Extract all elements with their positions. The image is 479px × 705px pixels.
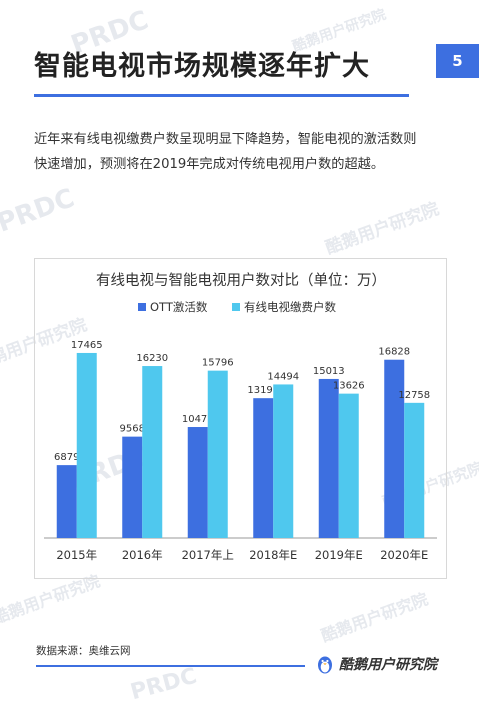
bar-0-1 <box>122 436 143 538</box>
watermark-brand-right: 酷鹅用户研究院 <box>323 199 442 259</box>
bar-1-1 <box>142 366 163 538</box>
x-tick-label-5: 2020年E <box>380 548 428 562</box>
data-label-1-4: 13626 <box>333 381 365 392</box>
bar-1-3 <box>273 384 294 538</box>
chart-frame <box>34 258 447 579</box>
bar-1-2 <box>207 370 228 538</box>
data-label-1-2: 15796 <box>202 358 234 369</box>
watermark-prdc-bottom: PRDC <box>127 663 200 705</box>
bar-0-0 <box>56 465 77 538</box>
watermark-prdc-left: PRDC <box>0 183 79 239</box>
data-label-1-0: 17465 <box>71 340 103 351</box>
bar-chart: 有线电视与智能电视用户数对比（单位：万） OTT激活数 有线电视缴费户数 6879 17… <box>44 272 437 562</box>
data-label-1-1: 16230 <box>136 353 168 364</box>
bar-1-4 <box>338 393 359 538</box>
x-tick-label-3: 2018年E <box>249 548 297 562</box>
bar-1-0 <box>76 352 97 538</box>
page-title: 智能电视市场规模逐年扩大 <box>34 51 370 82</box>
legend-swatch-0 <box>138 303 146 311</box>
data-source: 数据来源：奥维云网 <box>36 645 131 657</box>
x-tick-label-2: 2017年上 <box>182 548 234 562</box>
description: 近年来有线电视缴费户数呈现明显下降趋势，智能电视的激活数则 快速增加，预测将在2… <box>34 127 454 177</box>
legend-swatch-1 <box>232 303 240 311</box>
title-underline <box>34 94 409 97</box>
bar-1-5 <box>404 402 425 538</box>
penguin-icon <box>318 656 332 674</box>
data-label-0-0: 6879 <box>54 452 79 463</box>
x-tick-label-4: 2019年E <box>315 548 363 562</box>
watermark-brand-bottom: 酷鹅用户研究院 <box>318 589 431 646</box>
data-label-1-3: 14494 <box>267 371 299 382</box>
logo-text: 酷鹅用户研究院 <box>339 657 437 673</box>
brand-logo: 酷鹅用户研究院 <box>316 654 437 674</box>
description-line-1: 近年来有线电视缴费户数呈现明显下降趋势，智能电视的激活数则 <box>34 132 417 147</box>
data-label-1-5: 12758 <box>398 390 430 401</box>
chart-title: 有线电视与智能电视用户数对比（单位：万） <box>96 272 386 289</box>
data-label-0-5: 16828 <box>378 347 410 358</box>
bar-0-3 <box>253 398 274 538</box>
page-number-badge: 5 <box>436 44 479 78</box>
bar-0-5 <box>384 359 405 538</box>
data-label-0-3: 13198 <box>247 385 279 396</box>
bar-0-2 <box>187 427 208 538</box>
legend-label-1: 有线电视缴费户数 <box>244 300 336 314</box>
page-number: 5 <box>452 52 463 70</box>
data-label-0-2: 10475 <box>182 414 214 425</box>
bar-0-4 <box>318 378 339 538</box>
x-tick-label-1: 2016年 <box>122 548 163 562</box>
legend-label-0: OTT激活数 <box>150 300 208 314</box>
footer-divider <box>36 665 305 667</box>
x-tick-label-0: 2015年 <box>56 548 97 562</box>
data-label-0-4: 15013 <box>313 366 345 377</box>
data-label-0-1: 9568 <box>120 424 145 435</box>
description-line-2: 快速增加，预测将在2019年完成对传统电视用户数的超越。 <box>34 157 385 172</box>
